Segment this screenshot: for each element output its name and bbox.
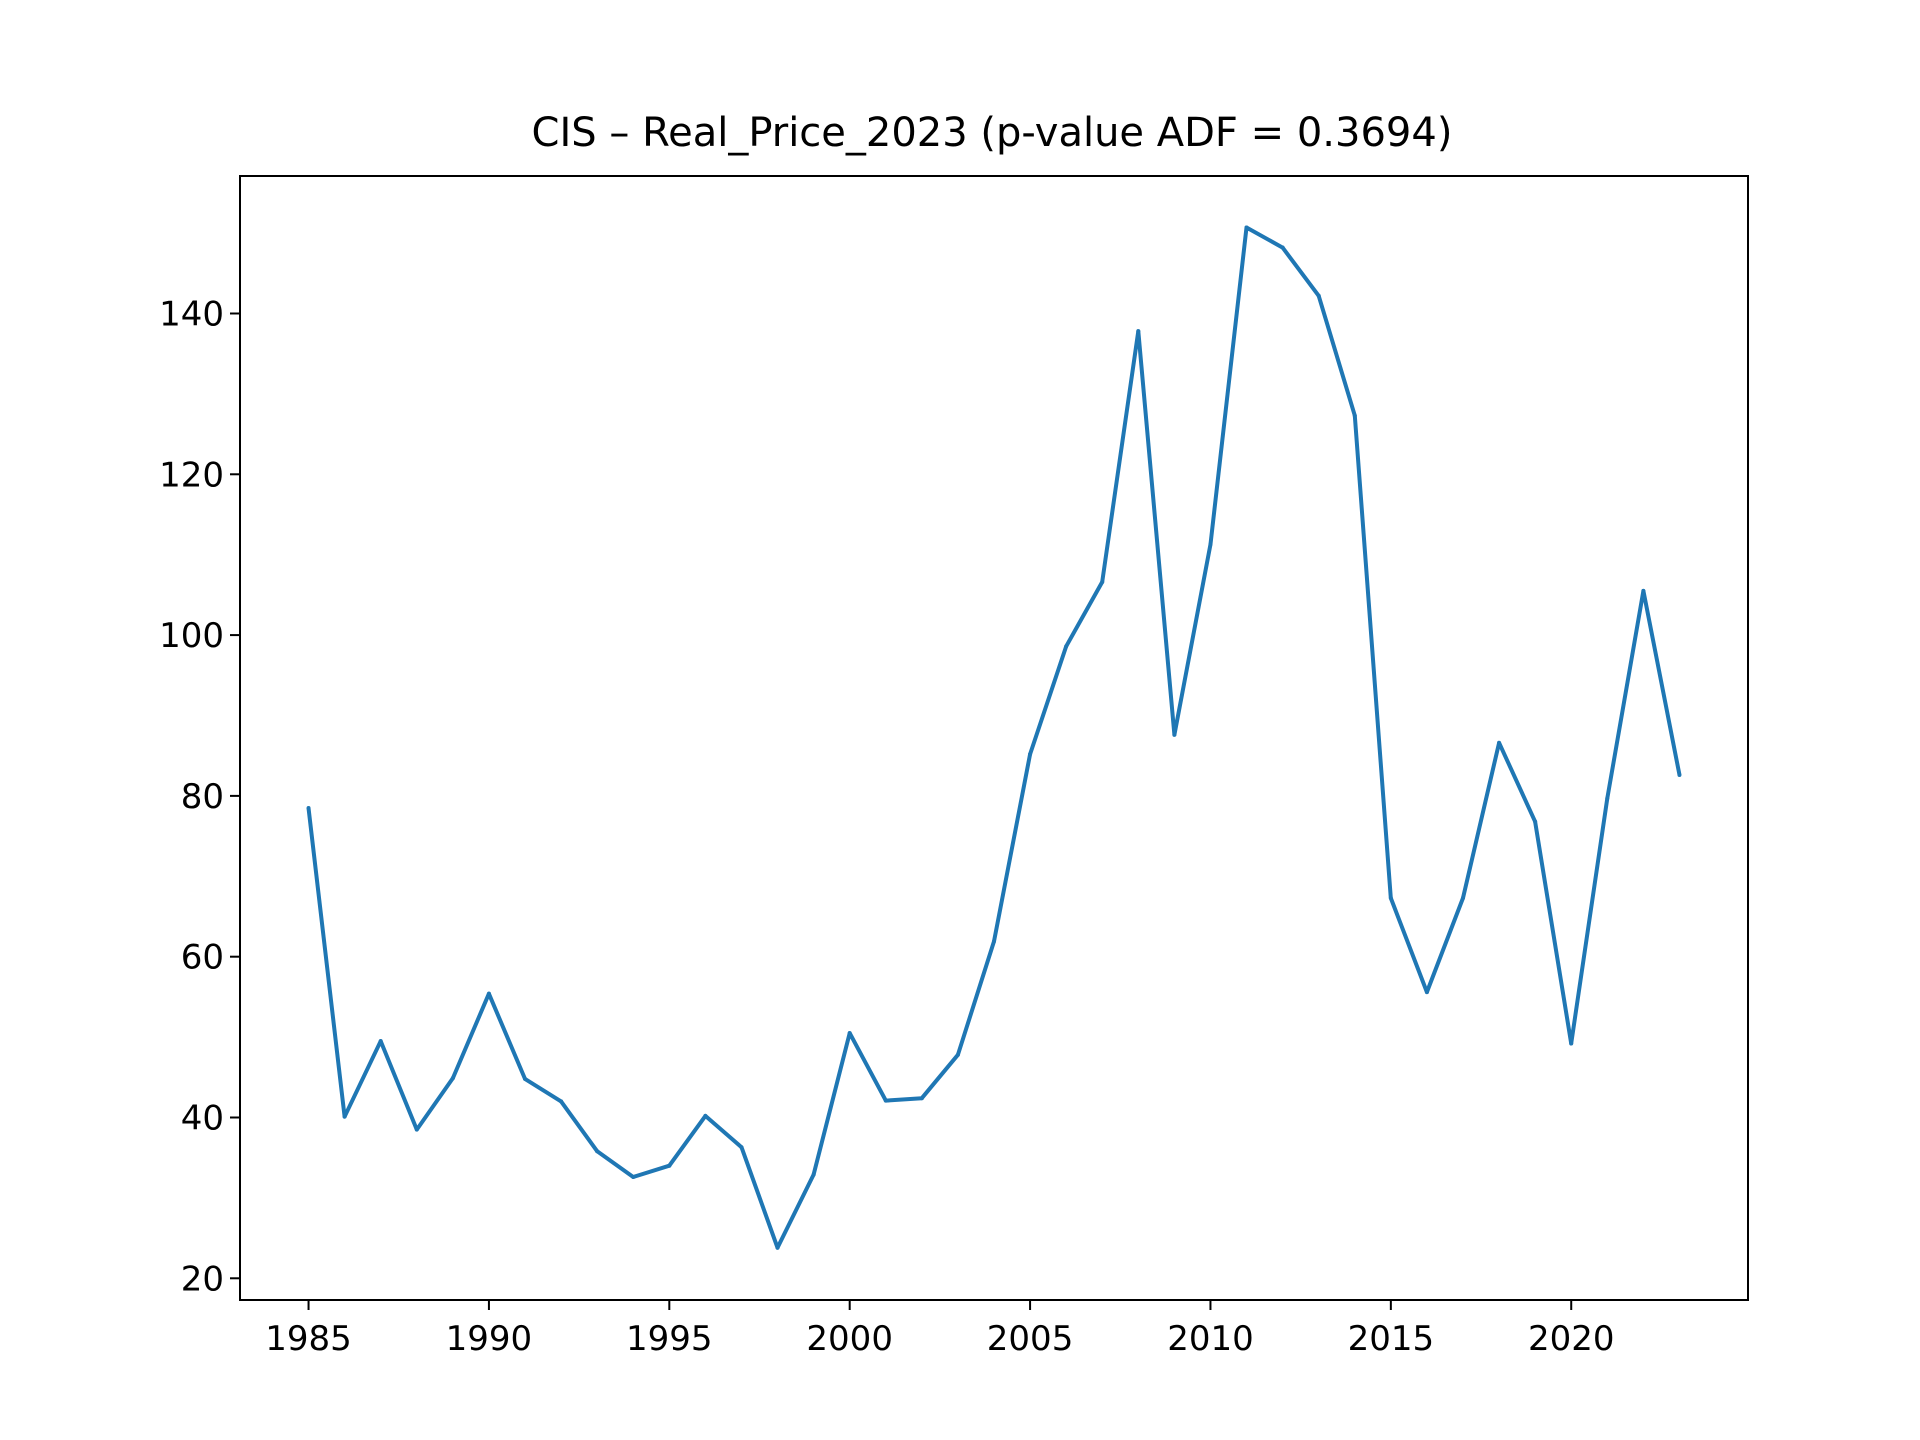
data-point (1641, 588, 1646, 593)
x-axis: 1985 1990 1995 2000 2005 2010 2015 2020 (265, 1300, 1614, 1359)
data-point (955, 1052, 960, 1057)
x-tick-label: 2015 (1348, 1319, 1435, 1359)
data-point (342, 1114, 347, 1119)
data-point (306, 805, 311, 810)
x-tick-label: 2005 (987, 1319, 1074, 1359)
y-tick-label: 100 (159, 616, 224, 656)
data-point (919, 1096, 924, 1101)
data-point (1677, 772, 1682, 777)
data-point (1280, 245, 1285, 250)
data-point (1316, 293, 1321, 298)
data-point (595, 1149, 600, 1154)
data-point (667, 1163, 672, 1168)
data-point (1424, 990, 1429, 995)
data-point (631, 1174, 636, 1179)
data-point (1244, 225, 1249, 230)
y-axis: 20 40 60 80 100 120 140 (159, 294, 240, 1299)
data-point (414, 1127, 419, 1132)
y-tick-label: 20 (181, 1259, 224, 1299)
data-point (1352, 413, 1357, 418)
plot-area-frame (239, 175, 1749, 1301)
x-tick-label: 2000 (806, 1319, 893, 1359)
data-point (378, 1039, 383, 1044)
series-line (306, 225, 1682, 1250)
data-point (775, 1245, 780, 1250)
data-point (739, 1145, 744, 1150)
x-tick-label: 1990 (446, 1319, 533, 1359)
x-tick-label: 2010 (1167, 1319, 1254, 1359)
data-point (703, 1113, 708, 1118)
data-point (1172, 732, 1177, 737)
data-point (1497, 740, 1502, 745)
data-point (523, 1076, 528, 1081)
data-point (1028, 752, 1033, 757)
data-point (486, 991, 491, 996)
data-point (847, 1031, 852, 1036)
x-tick-label: 1985 (265, 1319, 352, 1359)
data-point (1136, 329, 1141, 334)
series-layer (306, 225, 1682, 1250)
y-tick-label: 40 (181, 1098, 224, 1138)
data-point (1569, 1041, 1574, 1046)
chart-title: CIS – Real_Price_2023 (p-value ADF = 0.3… (532, 110, 1453, 156)
x-tick-label: 1995 (626, 1319, 713, 1359)
data-point (883, 1098, 888, 1103)
data-point (811, 1172, 816, 1177)
x-tick-label: 2020 (1528, 1319, 1615, 1359)
data-point (1064, 644, 1069, 649)
y-tick-label: 80 (181, 777, 224, 817)
data-point (992, 939, 996, 944)
data-point (1533, 819, 1538, 824)
y-tick-label: 60 (181, 938, 224, 978)
y-tick-label: 140 (159, 294, 224, 334)
data-point (1605, 796, 1610, 801)
data-point (559, 1099, 564, 1104)
data-point (450, 1076, 455, 1081)
data-point (1100, 580, 1105, 585)
y-tick-label: 120 (159, 455, 224, 495)
data-point (1388, 895, 1393, 900)
data-point (1460, 895, 1465, 900)
data-point (1208, 542, 1213, 547)
